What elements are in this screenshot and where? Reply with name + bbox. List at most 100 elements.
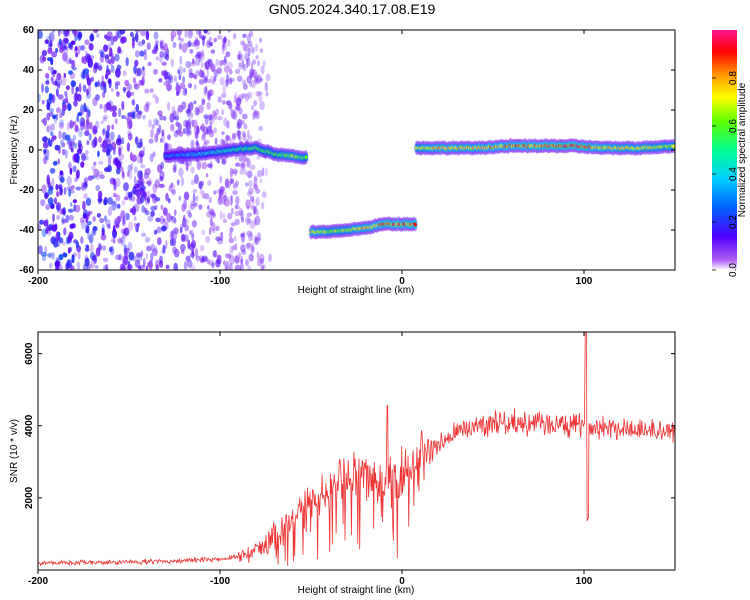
heatmap-noise-cell — [102, 128, 107, 133]
heatmap-noise-cell — [230, 194, 233, 201]
heatmap-noise-cell — [177, 104, 184, 113]
heatmap-noise-cell — [156, 128, 160, 136]
heatmap-noise-cell — [215, 225, 220, 232]
heatmap-noise-cell — [162, 218, 166, 223]
heatmap-noise-cell — [66, 259, 72, 269]
heatmap-noise-cell — [114, 53, 120, 62]
heatmap-noise-cell — [132, 77, 136, 84]
heatmap-noise-cell — [232, 190, 238, 195]
heatmap-noise-cell — [152, 183, 158, 194]
heatmap-noise-cell — [142, 66, 145, 71]
heatmap-noise-cell — [145, 198, 149, 206]
heatmap-noise-cell — [166, 212, 172, 223]
heatmap-noise-cell — [228, 231, 233, 239]
heatmap-noise-cell — [194, 39, 200, 47]
heatmap-noise-cell — [142, 146, 146, 153]
heatmap-noise-cell — [186, 209, 192, 215]
heatmap-noise-cell — [235, 162, 241, 167]
heatmap-noise-cell — [70, 80, 77, 88]
heatmap-noise-cell — [253, 176, 258, 187]
heatmap-noise-cell — [80, 236, 84, 244]
heatmap-noise-cell — [161, 70, 166, 76]
heatmap-noise-cell — [136, 183, 140, 189]
heatmap-noise-cell — [160, 225, 167, 232]
heatmap-noise-cell — [133, 65, 137, 74]
heatmap-noise-cell — [116, 167, 121, 175]
colorbar-tick-label: 0.6 — [728, 119, 739, 133]
heatmap-noise-cell — [71, 85, 75, 95]
heatmap-noise-cell — [256, 74, 262, 84]
heatmap-noise-cell — [108, 154, 112, 160]
colorbar-ticks: 0.0 0.2 0.4 0.6 0.8 — [712, 71, 739, 277]
heatmap-noise-cell — [197, 51, 203, 59]
heatmap-noise-cell — [211, 262, 215, 269]
heatmap-noise-cell — [72, 66, 77, 71]
heatmap-noise-cell — [210, 49, 216, 54]
heatmap-noise-cell — [83, 193, 88, 200]
heatmap-noise-cell — [250, 204, 254, 210]
heatmap-noise-cell — [108, 246, 113, 253]
heatmap-noise-cell — [146, 190, 150, 198]
heatmap-noise-cell — [174, 85, 181, 91]
heatmap-noise-cell — [211, 64, 215, 72]
heatmap-noise-cell — [189, 101, 194, 111]
heatmap-noise-cell — [258, 125, 264, 131]
x-tick-label: 100 — [576, 576, 593, 587]
heatmap-noise-cell — [219, 77, 225, 86]
heatmap-noise-cell — [50, 123, 55, 131]
heatmap-noise-cell — [105, 101, 112, 111]
heatmap-noise-cell — [137, 41, 141, 46]
heatmap-noise-cell — [134, 32, 139, 43]
heatmap-noise-cell — [159, 50, 164, 58]
heatmap-noise-cell — [96, 33, 100, 38]
heatmap-noise-cell — [104, 54, 110, 60]
heatmap-noise-cell — [221, 157, 227, 165]
heatmap-noise-cell — [61, 218, 67, 224]
heatmap-noise-cell — [147, 215, 153, 222]
heatmap-noise-cell — [97, 196, 103, 205]
heatmap-track-core — [413, 222, 417, 227]
heatmap-noise-cell — [133, 175, 137, 186]
heatmap-noise-cell — [198, 79, 205, 85]
heatmap-noise-cell — [161, 61, 167, 66]
heatmap-noise-cell — [178, 196, 182, 201]
heatmap-noise-cell — [151, 49, 157, 54]
heatmap-noise-cell — [139, 50, 145, 57]
heatmap-noise-cell — [248, 180, 253, 188]
heatmap-noise-cell — [85, 112, 90, 120]
heatmap-noise-cell — [175, 91, 180, 97]
heatmap-noise-cell — [78, 144, 84, 152]
figure-title: GN05.2024.340.17.08.E19 — [269, 1, 436, 17]
heatmap-noise-cell — [211, 211, 216, 217]
heatmap-noise-cell — [191, 220, 197, 228]
heatmap-noise-cell — [264, 167, 268, 177]
heatmap-noise-cell — [90, 76, 95, 82]
heatmap-noise-cell — [187, 212, 192, 218]
heatmap-noise-cell — [94, 81, 98, 88]
heatmap-noise-cell — [154, 205, 158, 210]
heatmap-noise-cell — [181, 101, 187, 110]
heatmap-noise-cell — [151, 124, 155, 130]
heatmap-noise-cell — [116, 64, 122, 71]
heatmap-noise-cell — [85, 124, 90, 133]
heatmap-noise-cell — [126, 264, 133, 270]
heatmap-noise-cell — [150, 210, 156, 217]
heatmap-noise-cell — [128, 169, 133, 180]
heatmap-noise-cell — [221, 44, 225, 55]
heatmap-noise-cell — [165, 239, 168, 250]
heatmap-noise-cell — [86, 220, 92, 226]
heatmap-noise-cell — [146, 101, 149, 110]
heatmap-noise-cell — [62, 52, 68, 62]
heatmap-noise-cell — [175, 82, 179, 87]
heatmap-noise-cell — [72, 153, 78, 163]
heatmap-noise-cell — [183, 67, 186, 73]
heatmap-noise-cell — [123, 227, 130, 236]
heatmap-noise-cell — [221, 139, 226, 145]
heatmap-noise-cell — [127, 164, 132, 172]
heatmap-noise-cell — [140, 264, 145, 270]
heatmap-noise-cell — [138, 152, 143, 158]
heatmap-noise-cell — [238, 53, 244, 61]
heatmap-noise-cell — [46, 124, 52, 133]
heatmap-noise-cell — [187, 117, 192, 126]
heatmap-noise-cell — [81, 56, 84, 64]
